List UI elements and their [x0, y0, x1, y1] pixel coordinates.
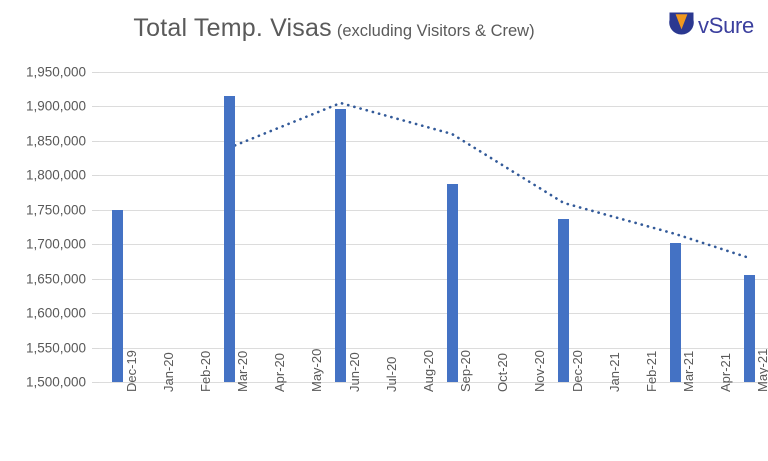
y-axis-tick-label: 1,750,000	[25, 202, 86, 218]
bar-mar-20[interactable]	[223, 96, 235, 382]
y-axis-tick-label: 1,550,000	[25, 340, 86, 356]
gridline	[99, 175, 768, 177]
x-axis-tick-label: Feb-21	[643, 350, 659, 392]
vsure-v-mark-icon	[668, 11, 695, 41]
plot-area	[99, 58, 768, 461]
y-axis-tick-label: 1,500,000	[25, 374, 86, 390]
y-axis-tick	[92, 244, 99, 246]
gridline	[99, 244, 768, 246]
y-axis-tick	[92, 72, 99, 73]
y-axis-tick-label: 1,900,000	[25, 98, 86, 114]
y-axis-tick-label: 1,700,000	[25, 236, 86, 252]
gridline	[99, 278, 768, 280]
x-axis-tick-label: Dec-19	[123, 350, 139, 392]
y-axis-tick	[92, 278, 99, 280]
x-axis-tick-label: May-20	[309, 348, 325, 392]
y-axis-tick-label: 1,600,000	[25, 305, 86, 321]
y-axis-tick-label: 1,800,000	[25, 167, 86, 183]
y-axis-tick-label: 1,650,000	[25, 271, 86, 287]
y-axis-tick	[92, 382, 99, 383]
x-axis-tick-label: Jul-20	[383, 356, 399, 392]
gridline	[99, 313, 768, 315]
x-axis-tick-label: Aug-20	[420, 350, 436, 392]
gridline	[99, 382, 768, 383]
x-axis-tick-label: May-21	[755, 348, 768, 392]
x-axis-tick-label: Apr-21	[718, 352, 734, 392]
gridline	[99, 140, 768, 142]
bar-dec-20[interactable]	[558, 219, 570, 382]
brand-logo: vSure	[668, 11, 754, 41]
chart-title-block: Total Temp. Visas (excluding Visitors & C…	[0, 14, 768, 43]
y-axis-tick-label: 1,950,000	[25, 64, 86, 80]
trendline	[227, 101, 751, 260]
x-axis-tick-label: Jun-20	[346, 352, 362, 392]
bar-mar-21[interactable]	[669, 242, 681, 382]
y-axis-tick	[92, 106, 99, 108]
y-axis-tick	[92, 347, 99, 349]
brand-logo-text: vSure	[698, 13, 754, 38]
chart-plot-region: 1,950,000 1,900,000 1,850,000 1,800,000 1,75…	[0, 58, 768, 461]
gridline	[99, 209, 768, 211]
x-axis-tick-label: Jan-21	[606, 352, 622, 392]
x-axis-tick-label: Dec-20	[569, 350, 585, 392]
y-axis-tick	[92, 209, 99, 211]
bar-sep-20[interactable]	[446, 184, 458, 382]
x-axis-tick-label: Apr-20	[272, 352, 288, 392]
y-axis-tick-label: 1,850,000	[25, 133, 86, 149]
x-axis-tick-label: Mar-21	[681, 350, 697, 392]
x-axis-tick-label: Mar-20	[235, 350, 251, 392]
chart-header: Total Temp. Visas (excluding Visitors & C…	[0, 0, 768, 58]
y-axis-tick	[92, 313, 99, 315]
gridline	[99, 347, 768, 349]
x-axis-tick-label: Oct-20	[495, 352, 511, 392]
bar-dec-19[interactable]	[112, 209, 124, 382]
gridline	[99, 72, 768, 73]
y-axis-tick	[92, 140, 99, 142]
gridline	[99, 106, 768, 108]
bar-may-21[interactable]	[743, 274, 755, 382]
page-title: Total Temp. Visas	[133, 14, 332, 42]
x-axis-tick-label: Feb-20	[197, 350, 213, 392]
y-axis-tick	[92, 175, 99, 177]
x-axis-tick-label: Sep-20	[458, 350, 474, 392]
bar-jun-20[interactable]	[335, 108, 347, 382]
x-axis-tick-label: Nov-20	[532, 350, 548, 392]
chart-subtitle: (excluding Visitors & Crew)	[336, 22, 535, 40]
x-axis-tick-label: Jan-20	[160, 352, 176, 392]
